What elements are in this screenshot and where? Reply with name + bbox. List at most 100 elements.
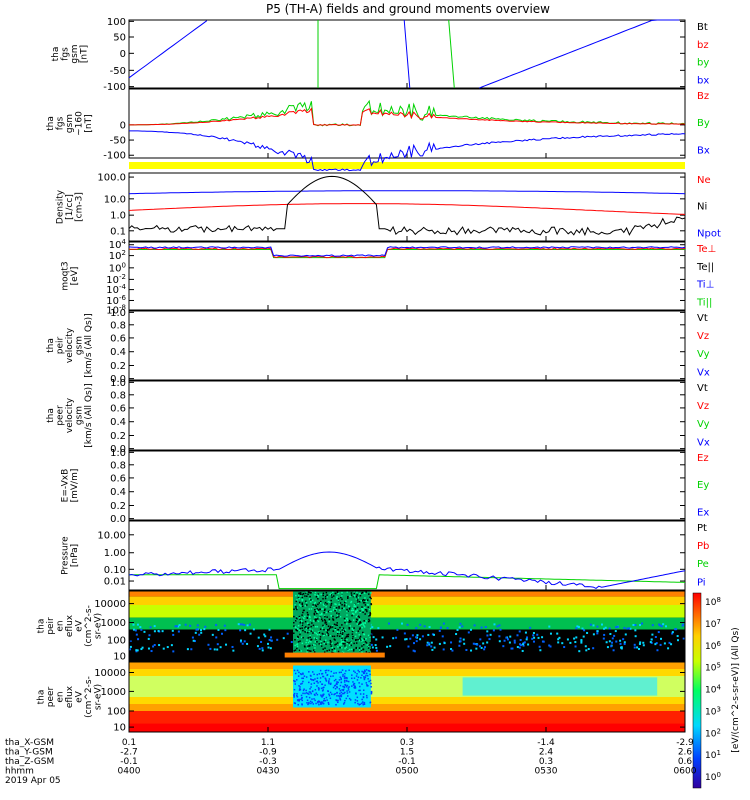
spectrogram-pixel [337, 599, 340, 602]
spectrogram-pixel [301, 627, 303, 629]
spectrogram-pixel [305, 692, 308, 694]
spectrogram-pixel [323, 686, 325, 689]
spectrogram-pixel [330, 670, 333, 673]
spectrogram-pixel [344, 672, 346, 675]
panel-frame [128, 380, 686, 451]
spectrogram-pixel [355, 631, 358, 634]
spectrogram-pixel [330, 615, 333, 617]
spectrogram-pixel [458, 644, 461, 647]
spectrogram-pixel [304, 605, 307, 607]
spectrogram-pixel [296, 669, 299, 672]
y-tick-label: 0.0 [110, 374, 126, 385]
spectrogram-pixel [311, 671, 314, 673]
spectrogram-pixel [319, 608, 321, 610]
y-tick-label: 100.0 [97, 173, 126, 184]
colorbar-tick-label: 104 [705, 684, 721, 696]
spectrogram-pixel [302, 611, 304, 614]
spectrogram-pixel [307, 631, 309, 634]
spectrogram-pixel [320, 702, 322, 705]
spectrogram-pixel [360, 648, 362, 650]
spectrogram-pixel [612, 649, 615, 652]
spectrogram-pixel [628, 627, 631, 630]
spectrogram-pixel [364, 613, 366, 615]
spectrogram-pixel [147, 637, 150, 640]
orbit-value: 0430 [257, 767, 280, 777]
legend-Ne: Ne [697, 175, 711, 186]
spectrogram-pixel [363, 638, 365, 640]
spectrogram-pixel [608, 640, 611, 643]
spectrogram-pixel [348, 691, 351, 693]
spectrogram-pixel [346, 690, 348, 692]
spectrogram-pixel [333, 638, 336, 640]
spectrogram-pixel [363, 626, 366, 628]
spectrogram-pixel [369, 644, 371, 646]
spectrogram-pixel [172, 633, 175, 636]
y-tick-label: 0.8 [110, 390, 126, 401]
spectrogram-pixel [609, 632, 612, 635]
spectrogram-pixel [309, 634, 311, 637]
spectrogram-pixel [573, 637, 576, 640]
spectrogram-pixel [363, 672, 366, 674]
spectrogram-pixel [470, 649, 473, 652]
spectrogram-pixel [346, 684, 349, 687]
spectrogram-pixel [347, 680, 350, 683]
spectrogram-pixel [317, 596, 320, 598]
spectrogram-pixel [316, 693, 319, 696]
spectrogram-pixel [171, 629, 174, 632]
spectrogram-pixel [328, 693, 330, 696]
spectrogram-pixel [322, 689, 324, 691]
y-tick-label: 10-2 [106, 273, 126, 286]
spectrogram-pixel [363, 677, 366, 680]
spectrogram-pixel [319, 701, 321, 704]
spectrogram-pixel [132, 628, 135, 631]
spectrogram-pixel [342, 641, 344, 643]
spectrogram-pixel [356, 597, 358, 599]
spectrogram-pixel [362, 609, 364, 611]
spectrogram-pixel [484, 646, 487, 649]
spectrogram-pixel [303, 675, 306, 677]
spectrogram-pixel [338, 605, 340, 608]
spectrogram-pixel [332, 609, 335, 611]
spectrogram-pixel [310, 630, 313, 632]
trace-Ti-par [129, 249, 685, 259]
y-tick-label: 1.00 [104, 548, 126, 559]
spectrogram-pixel [241, 623, 244, 626]
spectrogram-pixel [325, 679, 327, 681]
spectrogram-pixel [339, 632, 342, 634]
spectrogram-pixel [344, 629, 347, 631]
spectrogram-pixel [353, 682, 356, 685]
spectrogram-pixel [364, 601, 366, 604]
spectrogram-pixel [325, 591, 328, 594]
spectrogram-pixel [335, 643, 337, 645]
spectrogram-pixel [332, 630, 335, 632]
y-axis-label: moqt3 [60, 261, 70, 290]
spectrogram-pixel [574, 645, 577, 648]
spectrogram-pixel [367, 606, 369, 608]
spectrogram-pixel [368, 614, 371, 617]
spectrogram-pixel [327, 610, 330, 613]
spectrogram-pixel [315, 680, 318, 683]
spectrogram-pixel [557, 638, 560, 641]
spectrogram-pixel [330, 645, 332, 647]
spectrogram-pixel [184, 623, 187, 626]
spectrogram-pixel [346, 677, 348, 680]
spectrogram-pixel [308, 702, 310, 705]
spectrogram-pixel [611, 637, 614, 640]
spectrogram-pixel [342, 631, 344, 634]
spectrogram-pixel [353, 670, 355, 672]
spectrogram-pixel [295, 616, 298, 618]
spectrogram-pixel [268, 628, 271, 631]
spectrogram-pixel [355, 620, 358, 623]
y-axis-label: tha [46, 338, 56, 353]
spectrogram-pixel [316, 594, 319, 596]
y-axis-label: Density [56, 189, 66, 224]
spectrogram-pixel [315, 637, 318, 640]
y-tick-label: 0.0 [110, 514, 126, 525]
spectrogram-pixel [462, 638, 465, 641]
spectrogram-pixel [358, 703, 361, 706]
spectrogram-pixel [510, 647, 513, 650]
spectrogram-pixel [302, 692, 304, 695]
spectrogram-pixel [358, 682, 360, 684]
y-axis-label: peir [46, 617, 56, 635]
spectrogram-pixel [615, 640, 618, 643]
